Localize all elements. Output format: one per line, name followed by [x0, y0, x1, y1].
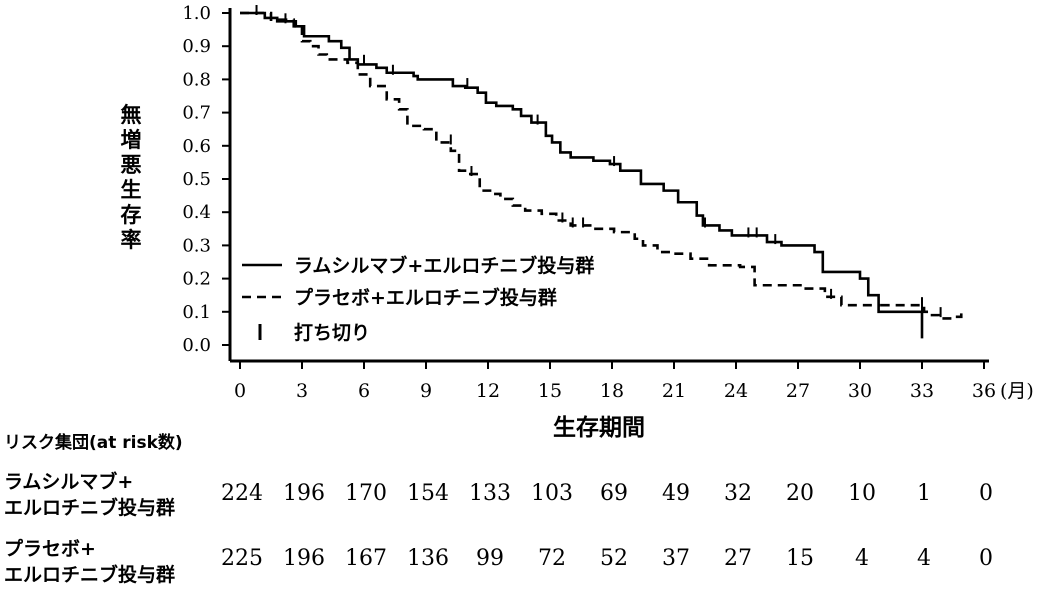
x-tick-label: 15	[538, 380, 562, 402]
risk-row-label-ramucirumab: ラムシルマブ+ エルロチニブ投与群	[4, 469, 175, 521]
risk-count: 103	[531, 481, 573, 506]
x-tick-label: 27	[786, 380, 810, 402]
risk-count: 224	[221, 481, 263, 506]
y-tick-label: 0.8	[182, 69, 211, 90]
x-unit-label: (月)	[1000, 380, 1034, 402]
risk-table-title: リスク集団(at risk数)	[4, 433, 183, 453]
legend-label: プラセボ+エルロチニブ投与群	[294, 286, 557, 309]
y-axis-label-char: 存	[120, 203, 142, 227]
x-tick-label: 21	[662, 380, 686, 402]
x-tick-label: 9	[420, 380, 432, 402]
legend-label: ラムシルマブ+エルロチニブ投与群	[294, 254, 594, 277]
risk-count: 69	[600, 481, 628, 506]
y-tick-label: 0.9	[182, 36, 211, 57]
y-axis-label-char: 悪	[120, 153, 142, 177]
risk-count: 72	[538, 546, 566, 571]
risk-row-label-placebo: プラセボ+ エルロチニブ投与群	[4, 536, 175, 588]
y-axis-label-char: 増	[120, 128, 142, 152]
risk-row-label-line: エルロチニブ投与群	[4, 564, 176, 586]
risk-count: 4	[855, 546, 869, 571]
x-tick-label: 12	[476, 380, 500, 402]
y-tick-label: 0.0	[182, 335, 211, 356]
x-tick-label: 24	[724, 380, 748, 402]
x-tick-label: 33	[910, 380, 934, 402]
y-tick-label: 0.1	[182, 302, 211, 323]
x-axis-label: 生存期間	[553, 415, 645, 441]
risk-count: 136	[407, 546, 449, 571]
series-placebo	[240, 11, 963, 320]
risk-count: 196	[283, 481, 325, 506]
y-axis-label-char: 生	[120, 178, 142, 202]
series-line	[240, 11, 881, 307]
risk-count: 20	[786, 481, 814, 506]
risk-count: 99	[476, 546, 504, 571]
risk-count: 196	[283, 546, 325, 571]
x-tick-label: 30	[848, 380, 872, 402]
y-axis-label-char: 率	[120, 228, 142, 252]
y-axis-label-char: 無	[120, 103, 142, 127]
risk-count: 154	[407, 481, 449, 506]
y-tick-label: 0.4	[182, 202, 211, 223]
y-tick-label: 0.3	[182, 235, 211, 256]
risk-count: 4	[917, 546, 931, 571]
risk-count: 1	[917, 481, 931, 506]
risk-count: 27	[724, 546, 752, 571]
risk-count: 0	[979, 546, 993, 571]
y-axis-label: 無増悪生存率	[116, 103, 146, 253]
axes: 0.00.10.20.30.40.50.60.70.80.91.00 3 6 9 12 1…	[182, 3, 1033, 402]
risk-row-label-line: エルロチニブ投与群	[4, 497, 176, 519]
risk-row-label-line: プラセボ+	[4, 538, 96, 560]
y-tick-label: 0.5	[182, 169, 211, 190]
legend-label: 打ち切り	[294, 321, 370, 344]
x-tick-label: 6	[358, 380, 370, 402]
risk-count: 32	[724, 481, 752, 506]
series-line	[240, 11, 924, 339]
risk-count: 15	[786, 546, 814, 571]
risk-row-label-line: ラムシルマブ+	[4, 471, 134, 493]
risk-count: 52	[600, 546, 628, 571]
risk-count: 167	[345, 546, 387, 571]
risk-count: 170	[345, 481, 387, 506]
y-tick-label: 0.6	[182, 136, 211, 157]
x-tick-label: 0	[234, 380, 246, 402]
risk-count: 225	[221, 546, 263, 571]
x-tick-label: 36	[972, 380, 996, 402]
y-tick-label: 0.7	[182, 103, 211, 124]
y-tick-label: 1.0	[182, 3, 211, 24]
risk-count: 10	[848, 481, 876, 506]
risk-count: 133	[469, 481, 511, 506]
x-tick-label: 18	[600, 380, 624, 402]
series-ramucirumab	[240, 5, 924, 339]
risk-count: 37	[662, 546, 690, 571]
risk-count: 0	[979, 481, 993, 506]
y-tick-label: 0.2	[182, 269, 211, 290]
series-layer	[240, 5, 963, 339]
risk-count: 49	[662, 481, 690, 506]
x-tick-label: 3	[296, 380, 308, 402]
series-line-tail	[880, 303, 963, 320]
